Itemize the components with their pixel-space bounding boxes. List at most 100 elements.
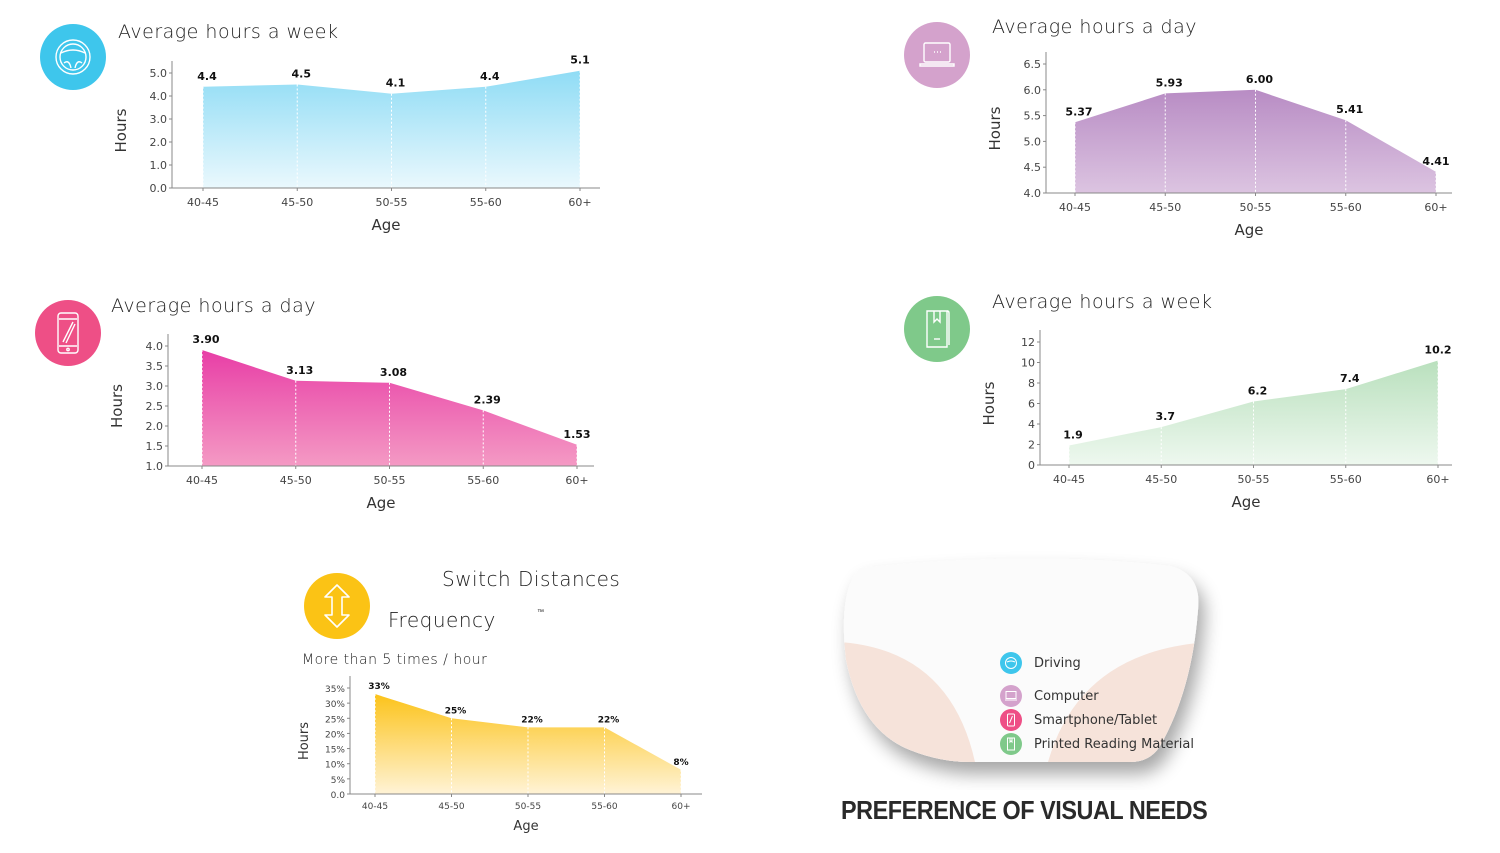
svg-text:5.41: 5.41 — [1336, 103, 1363, 116]
svg-text:40-45: 40-45 — [1059, 201, 1091, 214]
svg-text:4: 4 — [1028, 418, 1035, 431]
svg-text:3.13: 3.13 — [286, 364, 313, 377]
svg-text:40-45: 40-45 — [1053, 473, 1085, 486]
svg-text:55-60: 55-60 — [470, 196, 502, 209]
svg-text:50-55: 50-55 — [515, 802, 541, 812]
svg-text:25%: 25% — [325, 715, 345, 725]
driving-chart-panel: Average hours a week 0.0 1.0 2.0 3.0 4.0 5.0 4… — [0, 0, 620, 250]
svg-text:30%: 30% — [325, 700, 345, 710]
svg-text:3.08: 3.08 — [380, 366, 407, 379]
svg-text:25%: 25% — [445, 706, 467, 716]
svg-text:55-60: 55-60 — [591, 802, 617, 812]
svg-text:10.2: 10.2 — [1424, 343, 1451, 356]
svg-text:15%: 15% — [325, 746, 345, 756]
smartphone-area-chart: 1.0 1.5 2.0 2.5 3.0 3.5 4.0 40-45 45-50 50-55 55-6… — [108, 333, 594, 512]
laptop-icon — [904, 22, 970, 88]
svg-text:4.5: 4.5 — [1024, 161, 1042, 174]
svg-text:6.5: 6.5 — [1024, 58, 1042, 71]
svg-text:8: 8 — [1028, 377, 1035, 390]
svg-text:40-45: 40-45 — [362, 802, 388, 812]
svg-text:3.5: 3.5 — [146, 360, 164, 373]
svg-text:3.90: 3.90 — [192, 333, 219, 346]
legend-label: Smartphone/Tablet — [1034, 712, 1158, 728]
svg-text:Age: Age — [1234, 221, 1263, 239]
svg-text:50-55: 50-55 — [374, 474, 406, 487]
svg-text:1.5: 1.5 — [146, 440, 164, 453]
svg-text:4.5: 4.5 — [292, 68, 312, 81]
svg-text:6.00: 6.00 — [1246, 73, 1273, 86]
svg-text:2.0: 2.0 — [146, 420, 164, 433]
frequency-subtitle: Frequency — [388, 608, 496, 632]
svg-text:6: 6 — [1028, 398, 1035, 411]
book-icon — [1000, 733, 1022, 755]
svg-text:10: 10 — [1021, 357, 1035, 370]
svg-text:1.53: 1.53 — [563, 428, 590, 441]
steering-wheel-icon — [40, 24, 106, 90]
legend-item-computer: Computer — [1000, 685, 1099, 707]
svg-text:10%: 10% — [325, 761, 345, 771]
svg-text:45-50: 45-50 — [281, 196, 313, 209]
svg-text:50-55: 50-55 — [1240, 201, 1272, 214]
smartphone-chart-panel: Average hours a day 1.0 1.5 2.0 2.5 3.0 3.5 4.… — [0, 280, 620, 530]
lens-legend-panel: Driving Computer Smartphone/Tablet Print… — [830, 550, 1230, 850]
svg-text:1.9: 1.9 — [1063, 429, 1083, 442]
svg-text:22%: 22% — [598, 715, 620, 725]
chart-title: Average hours a week — [992, 291, 1213, 313]
svg-text:5.0: 5.0 — [1024, 135, 1042, 148]
svg-text:35%: 35% — [325, 685, 345, 695]
svg-text:50-55: 50-55 — [1238, 473, 1270, 486]
svg-text:3.0: 3.0 — [146, 380, 164, 393]
chart-title: Average hours a day — [992, 16, 1197, 38]
svg-text:40-45: 40-45 — [187, 196, 219, 209]
svg-text:45-50: 45-50 — [438, 802, 464, 812]
legend-item-smartphone: Smartphone/Tablet — [1000, 709, 1157, 731]
svg-text:5.5: 5.5 — [1024, 110, 1042, 123]
svg-text:4.0: 4.0 — [150, 90, 168, 103]
svg-text:33%: 33% — [368, 682, 390, 692]
svg-text:55-60: 55-60 — [467, 474, 499, 487]
svg-text:60+: 60+ — [565, 474, 588, 487]
svg-text:4.4: 4.4 — [480, 70, 500, 83]
svg-text:5%: 5% — [331, 776, 346, 786]
svg-text:6.0: 6.0 — [1024, 84, 1042, 97]
svg-text:4.41: 4.41 — [1422, 155, 1449, 168]
svg-text:60+: 60+ — [1424, 201, 1447, 214]
svg-text:1.0: 1.0 — [146, 460, 164, 473]
legend-item-reading: Printed Reading Material — [1000, 733, 1194, 755]
svg-text:Hours: Hours — [297, 722, 312, 760]
svg-text:2.0: 2.0 — [150, 136, 168, 149]
svg-text:Hours: Hours — [980, 381, 998, 425]
svg-text:7.4: 7.4 — [1340, 372, 1360, 385]
driving-area-chart: 0.0 1.0 2.0 3.0 4.0 5.0 40-45 45-50 50-55 55-60 60… — [112, 54, 600, 234]
svg-text:5.93: 5.93 — [1156, 76, 1183, 89]
vertical-arrows-icon — [304, 573, 370, 639]
trademark-mark: ™ — [537, 608, 545, 616]
switch-distances-panel: Switch Distances Frequency ™ More than 5… — [0, 560, 760, 853]
svg-text:12: 12 — [1021, 336, 1035, 349]
svg-text:8%: 8% — [673, 758, 688, 768]
svg-text:Hours: Hours — [112, 108, 130, 152]
svg-text:1.0: 1.0 — [150, 159, 168, 172]
laptop-icon — [1000, 685, 1022, 707]
legend-item-driving: Driving — [1000, 652, 1081, 674]
svg-text:40-45: 40-45 — [186, 474, 218, 487]
svg-text:2: 2 — [1028, 439, 1035, 452]
svg-text:45-50: 45-50 — [1149, 201, 1181, 214]
svg-text:0: 0 — [1028, 459, 1035, 472]
switch-area-chart: 0.0 5% 10% 15% 20% 25% 30% 35% 40-45 45-50 50-55 55… — [297, 676, 702, 834]
svg-text:0.0: 0.0 — [150, 182, 168, 195]
svg-text:60+: 60+ — [672, 802, 691, 812]
svg-text:3.0: 3.0 — [150, 113, 168, 126]
svg-text:5.1: 5.1 — [570, 54, 590, 67]
svg-text:4.1: 4.1 — [386, 77, 406, 90]
svg-text:4.4: 4.4 — [197, 70, 217, 83]
svg-text:Age: Age — [371, 216, 400, 234]
svg-text:2.5: 2.5 — [146, 400, 164, 413]
svg-text:Hours: Hours — [986, 106, 1004, 150]
book-icon — [904, 296, 970, 362]
svg-text:20%: 20% — [325, 730, 345, 740]
svg-text:4.0: 4.0 — [146, 340, 164, 353]
switch-distances-title: Switch Distances — [442, 567, 621, 591]
svg-text:Age: Age — [513, 819, 538, 834]
legend-label: Computer — [1034, 688, 1099, 704]
